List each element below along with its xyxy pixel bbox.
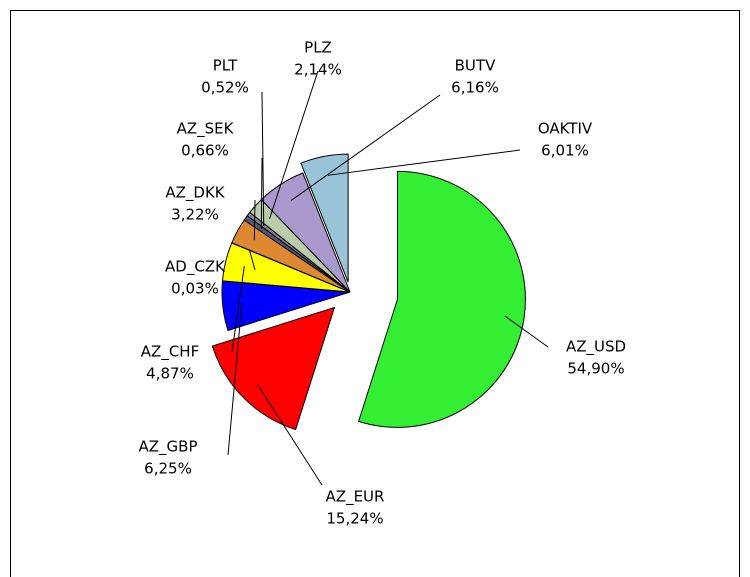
slice-value-label: 6,16% — [451, 79, 499, 97]
leader-line — [253, 199, 256, 241]
slice-label: BUTV — [455, 57, 496, 75]
slice-value-label: 0,66% — [181, 142, 229, 160]
slice-label: AZ_EUR — [326, 488, 385, 507]
slice-value-label: 0,52% — [201, 79, 249, 97]
slice-label: PLZ — [304, 39, 332, 57]
leader-line — [327, 149, 521, 176]
slice-value-label: 4,87% — [146, 365, 194, 383]
pie-slice — [211, 306, 336, 431]
pie-slice — [300, 153, 349, 283]
slice-label: OAKTIV — [538, 120, 593, 138]
leader-line — [269, 70, 319, 219]
slice-value-label: 54,90% — [567, 360, 624, 378]
slice-label: PLT — [213, 57, 238, 75]
slice-label: AZ_SEK — [177, 120, 235, 139]
leader-line — [256, 384, 323, 486]
slice-value-label: 15,24% — [326, 510, 383, 528]
slice-label: AD_CZK — [165, 258, 226, 277]
slice-label: AZ_GBP — [139, 438, 198, 457]
slice-value-label: 3,22% — [171, 206, 219, 224]
slice-label: AZ_USD — [566, 338, 626, 357]
leader-line — [227, 303, 243, 456]
leader-line — [261, 91, 265, 226]
leader-line — [290, 94, 441, 201]
leader-line — [260, 157, 263, 229]
leader-line — [249, 250, 256, 271]
leader-line — [231, 266, 245, 353]
pie-slice — [358, 170, 526, 428]
slice-label: AZ_DKK — [165, 184, 225, 203]
slice-value-label: 0,03% — [171, 280, 219, 298]
frame — [10, 10, 740, 577]
slice-value-label: 2,14% — [294, 61, 342, 79]
slice-value-label: 6,25% — [144, 460, 192, 478]
slice-label: AZ_CHF — [141, 343, 199, 362]
slice-value-label: 6,01% — [541, 142, 589, 160]
leader-line — [504, 315, 549, 348]
